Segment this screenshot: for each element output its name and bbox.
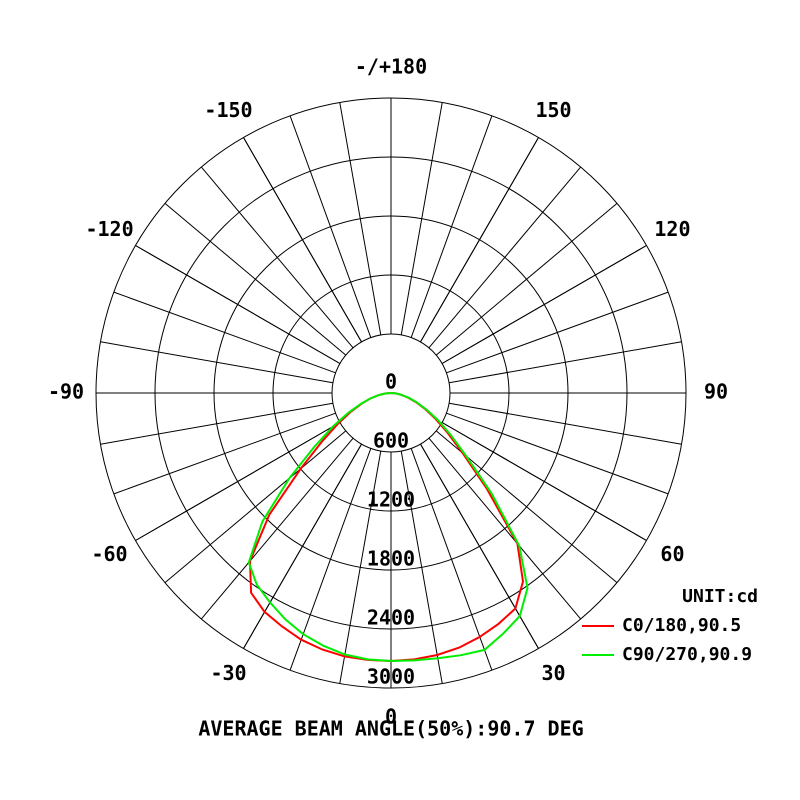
legend-label: C0/180,90.5	[622, 615, 741, 636]
ring	[213, 215, 569, 571]
angle-tick-label: 150	[535, 98, 571, 122]
angle-tick-label: -/+180	[355, 55, 427, 79]
angle-tick-label: -30	[210, 661, 246, 685]
angle-tick-label: 90	[704, 380, 728, 404]
angle-tick-label: 0	[385, 705, 397, 729]
angle-tick-label: -60	[91, 542, 127, 566]
series-line	[247, 392, 529, 663]
angle-tick-label: -150	[204, 98, 252, 122]
r-tick-label: 2400	[367, 606, 415, 630]
r-tick-label: 600	[373, 429, 409, 453]
angle-tick-label: -120	[85, 217, 133, 241]
annotation: AVERAGE BEAM ANGLE(50%):90.7 DEG	[198, 717, 583, 741]
r-tick-label: 1800	[367, 547, 415, 571]
r-tick-label: 3000	[367, 665, 415, 689]
r-tick-label: 0	[385, 370, 397, 394]
ring	[95, 97, 687, 689]
angle-tick-label: 60	[660, 542, 684, 566]
legend-title: UNIT:cd	[682, 586, 758, 607]
angle-tick-label: -90	[48, 380, 84, 404]
r-tick-label: 1200	[367, 488, 415, 512]
angle-tick-label: 120	[654, 217, 690, 241]
ring	[331, 333, 451, 453]
ring	[154, 156, 628, 630]
angle-tick-label: 30	[541, 661, 565, 685]
ring	[272, 274, 510, 512]
legend-label: C90/270,90.9	[622, 644, 752, 665]
